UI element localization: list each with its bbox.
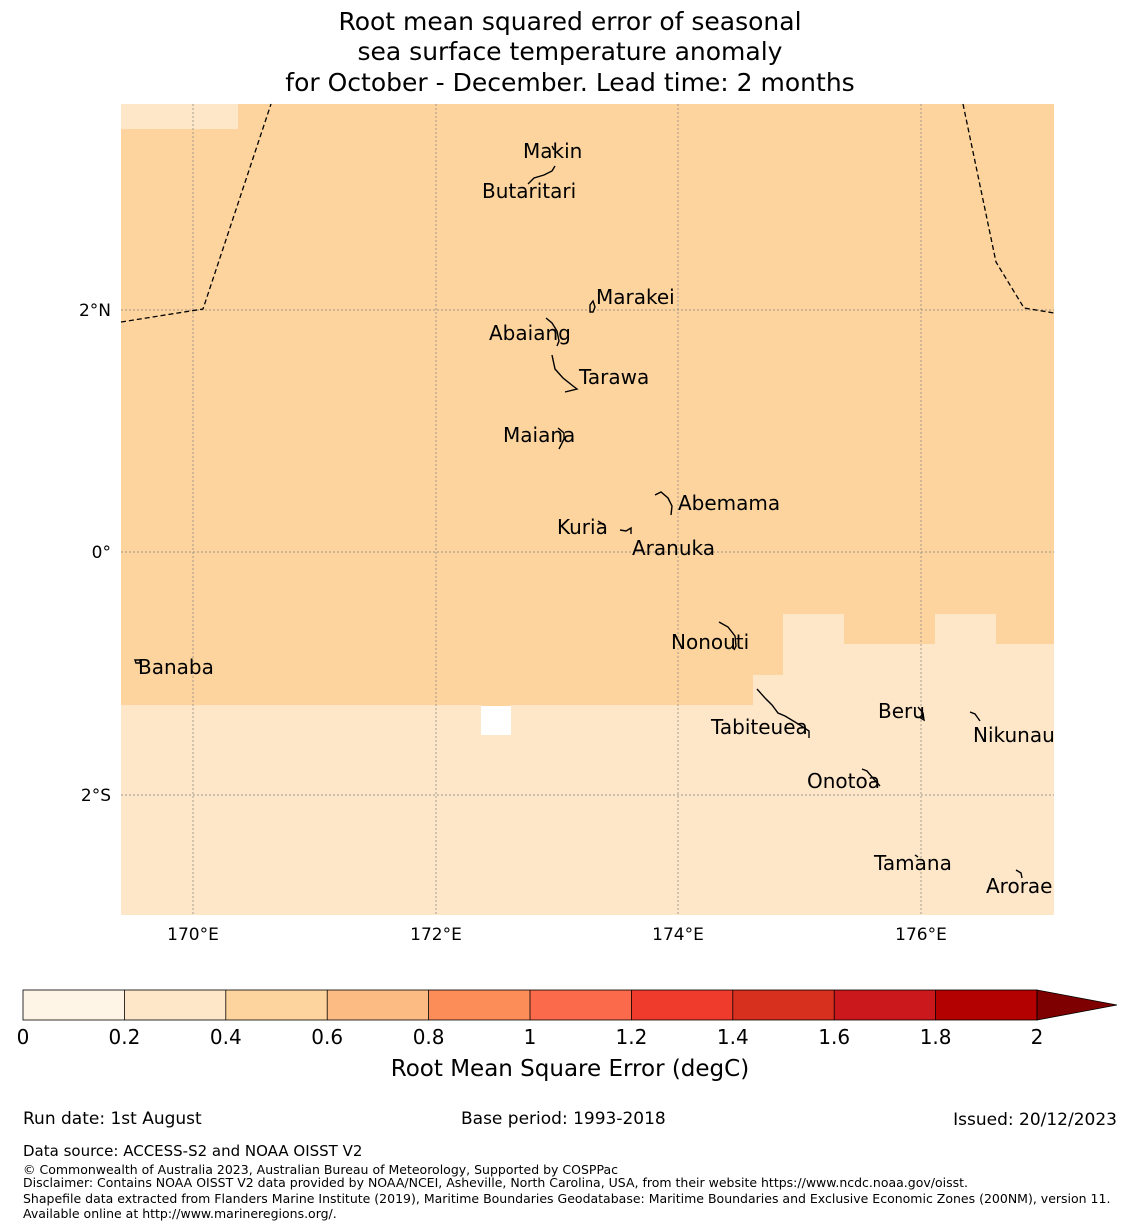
colorbar-tick-label: 1 [524,1025,537,1049]
beru-outline [917,706,925,722]
abemama-outline [654,491,673,516]
disclaimer-notice: Disclaimer: Contains NOAA OISST V2 data … [23,1175,968,1190]
lat-tick-2s: 2°S [81,786,111,806]
colorbar-tick-label: 2 [1031,1025,1044,1049]
map-title-line-2: sea surface temperature anomaly [357,37,783,66]
rmse-band-0-2-to-0-4 [121,104,238,129]
colorbar-swatch-1.8-2 [935,990,1037,1020]
colorbar-swatch-1.2-1.4 [631,990,733,1020]
colorbar-tick-label: 0 [17,1025,30,1049]
colorbar-dividers [124,990,936,1020]
colorbar-swatch-1-1.2 [530,990,632,1020]
lon-tick-176: 176°E [895,925,947,945]
island-label-abaiang: Abaiang [489,321,571,345]
island-label-nikunau: Nikunau [973,723,1055,747]
latitude-tick-labels: 2°N 0° 2°S [79,301,111,806]
colorbar-swatch-1.6-1.8 [834,990,936,1020]
island-outlines [134,145,1023,879]
island-label-maiana: Maiana [503,423,575,447]
eez-boundaries [120,103,1055,323]
colorbar-title: Root Mean Square Error (degC) [391,1056,749,1082]
marakei-outline [589,299,596,313]
run-date: Run date: 1st August [23,1109,202,1129]
map-title-line-3: for October - December. Lead time: 2 mon… [285,68,855,97]
colorbar-tick-labels: 0 0.2 0.4 0.6 0.8 1 1.2 1.4 1.6 1.8 2 [17,1025,1044,1049]
arorae-outline [1015,869,1023,879]
tarawa-outline [551,354,579,393]
shapefile-notice: Shapefile data extracted from Flanders M… [23,1191,1111,1221]
lon-tick-170: 170°E [167,925,219,945]
island-label-kuria: Kuria [557,515,608,539]
island-label-nonouti: Nonouti [671,630,749,654]
island-label-butaritari: Butaritari [482,179,576,203]
colorbar-swatch-0.4-0.6 [225,990,328,1020]
island-labels: Makin Butaritari Marakei Abaiang Tarawa … [138,139,1055,898]
nonouti-outline [718,621,737,651]
colorbar-extend-arrow [1036,989,1118,1021]
colorbar: 0 0.2 0.4 0.6 0.8 1 1.2 1.4 1.6 1.8 2 Ro… [17,989,1118,1082]
graticule [121,104,1054,915]
colorbar-swatch-1.4-1.6 [732,990,835,1020]
colorbar-tick-label: 0.2 [108,1025,140,1049]
rmse-band-0-4-to-0-6 [121,104,1054,706]
colorbar-tick-label: 0.6 [311,1025,343,1049]
colorbar-swatch-0.8-1 [428,990,530,1020]
longitude-tick-labels: 170°E 172°E 174°E 176°E [167,925,947,945]
colorbar-swatch-0.6-0.8 [327,990,429,1020]
island-label-beru: Beru [878,699,925,723]
island-label-makin: Makin [523,139,582,163]
butaritari-outline [527,165,556,185]
map-figure: Makin Butaritari Marakei Abaiang Tarawa … [17,103,1118,1082]
lon-tick-172: 172°E [410,925,462,945]
maiana-outline [557,427,565,450]
issued-date: Issued: 20/12/2023 [953,1110,1117,1130]
kuria-outline [597,520,605,526]
colorbar-tick-label: 0.8 [413,1025,445,1049]
makin-outline [551,145,555,151]
island-label-tamana: Tamana [873,851,952,875]
colorbar-tick-label: 1.8 [920,1025,952,1049]
lon-tick-174: 174°E [652,925,704,945]
island-label-tarawa: Tarawa [578,365,649,389]
copyright-notice: © Commonwealth of Australia 2023, Austra… [23,1162,618,1177]
base-period: Base period: 1993-2018 [461,1109,666,1129]
colorbar-tick-label: 1.6 [818,1025,850,1049]
lat-tick-0: 0° [92,543,111,563]
island-label-abemama: Abemama [678,491,780,515]
colorbar-tick-label: 1.2 [615,1025,647,1049]
island-label-tabiteuea: Tabiteuea [710,715,808,739]
colorbar-frame [22,989,1038,1021]
colorbar-swatch-0.2-0.4 [124,990,226,1020]
map-title-line-1: Root mean squared error of seasonal [338,7,802,36]
rmse-band-0-2-to-0-4 [121,614,1054,915]
tamana-outline [914,854,919,858]
colorbar-swatch-0-0.2 [23,990,125,1020]
eez-boundary-east [962,103,1055,314]
island-label-arorae: Arorae [986,874,1052,898]
colorbar-tick-label: 1.4 [717,1025,749,1049]
island-label-banaba: Banaba [138,655,214,679]
nikunau-outline [969,711,981,722]
island-label-onotoa: Onotoa [807,769,880,793]
lat-tick-2n: 2°N [79,301,111,321]
aranuka-outline [619,526,632,534]
eez-boundary-west [120,103,272,323]
island-label-marakei: Marakei [596,285,675,309]
abaiang-outline [545,317,560,347]
tabiteuea-outline [756,688,810,738]
data-source: Data source: ACCESS-S2 and NOAA OISST V2 [23,1142,363,1160]
onotoa-outline [861,768,881,787]
rmse-field [121,104,1054,915]
island-label-aranuka: Aranuka [632,536,715,560]
banaba-outline [134,659,141,664]
colorbar-tick-label: 0.4 [210,1025,242,1049]
